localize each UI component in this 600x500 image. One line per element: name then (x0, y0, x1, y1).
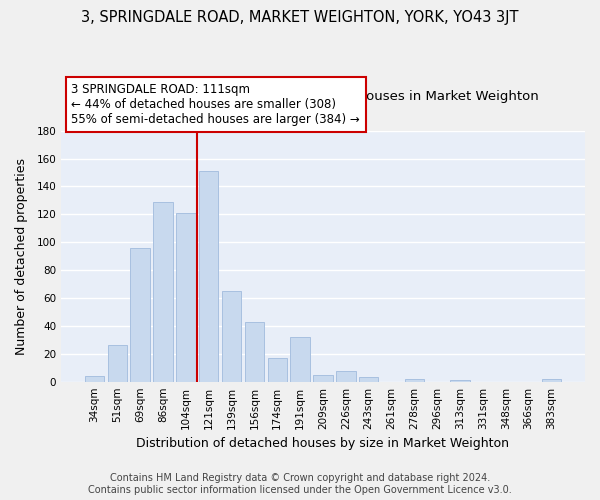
Bar (154, 202, 173, 382)
Bar (176, 213, 196, 382)
Y-axis label: Number of detached properties: Number of detached properties (15, 158, 28, 354)
X-axis label: Distribution of detached houses by size in Market Weighton: Distribution of detached houses by size … (136, 437, 509, 450)
Bar (130, 248, 150, 382)
Bar (359, 378, 379, 382)
Bar (451, 380, 470, 382)
Bar (313, 374, 332, 382)
Title: Size of property relative to detached houses in Market Weighton: Size of property relative to detached ho… (107, 90, 538, 103)
Bar (85, 376, 104, 382)
Bar (404, 379, 424, 382)
Bar (268, 358, 287, 382)
Bar (336, 370, 356, 382)
Text: 3, SPRINGDALE ROAD, MARKET WEIGHTON, YORK, YO43 3JT: 3, SPRINGDALE ROAD, MARKET WEIGHTON, YOR… (81, 10, 519, 25)
Bar (290, 337, 310, 382)
Bar (245, 322, 264, 382)
Bar (542, 379, 561, 382)
Bar (222, 291, 241, 382)
Bar (107, 346, 127, 382)
Bar (199, 171, 218, 382)
Text: Contains HM Land Registry data © Crown copyright and database right 2024.
Contai: Contains HM Land Registry data © Crown c… (88, 474, 512, 495)
Text: 3 SPRINGDALE ROAD: 111sqm
← 44% of detached houses are smaller (308)
55% of semi: 3 SPRINGDALE ROAD: 111sqm ← 44% of detac… (71, 82, 360, 126)
